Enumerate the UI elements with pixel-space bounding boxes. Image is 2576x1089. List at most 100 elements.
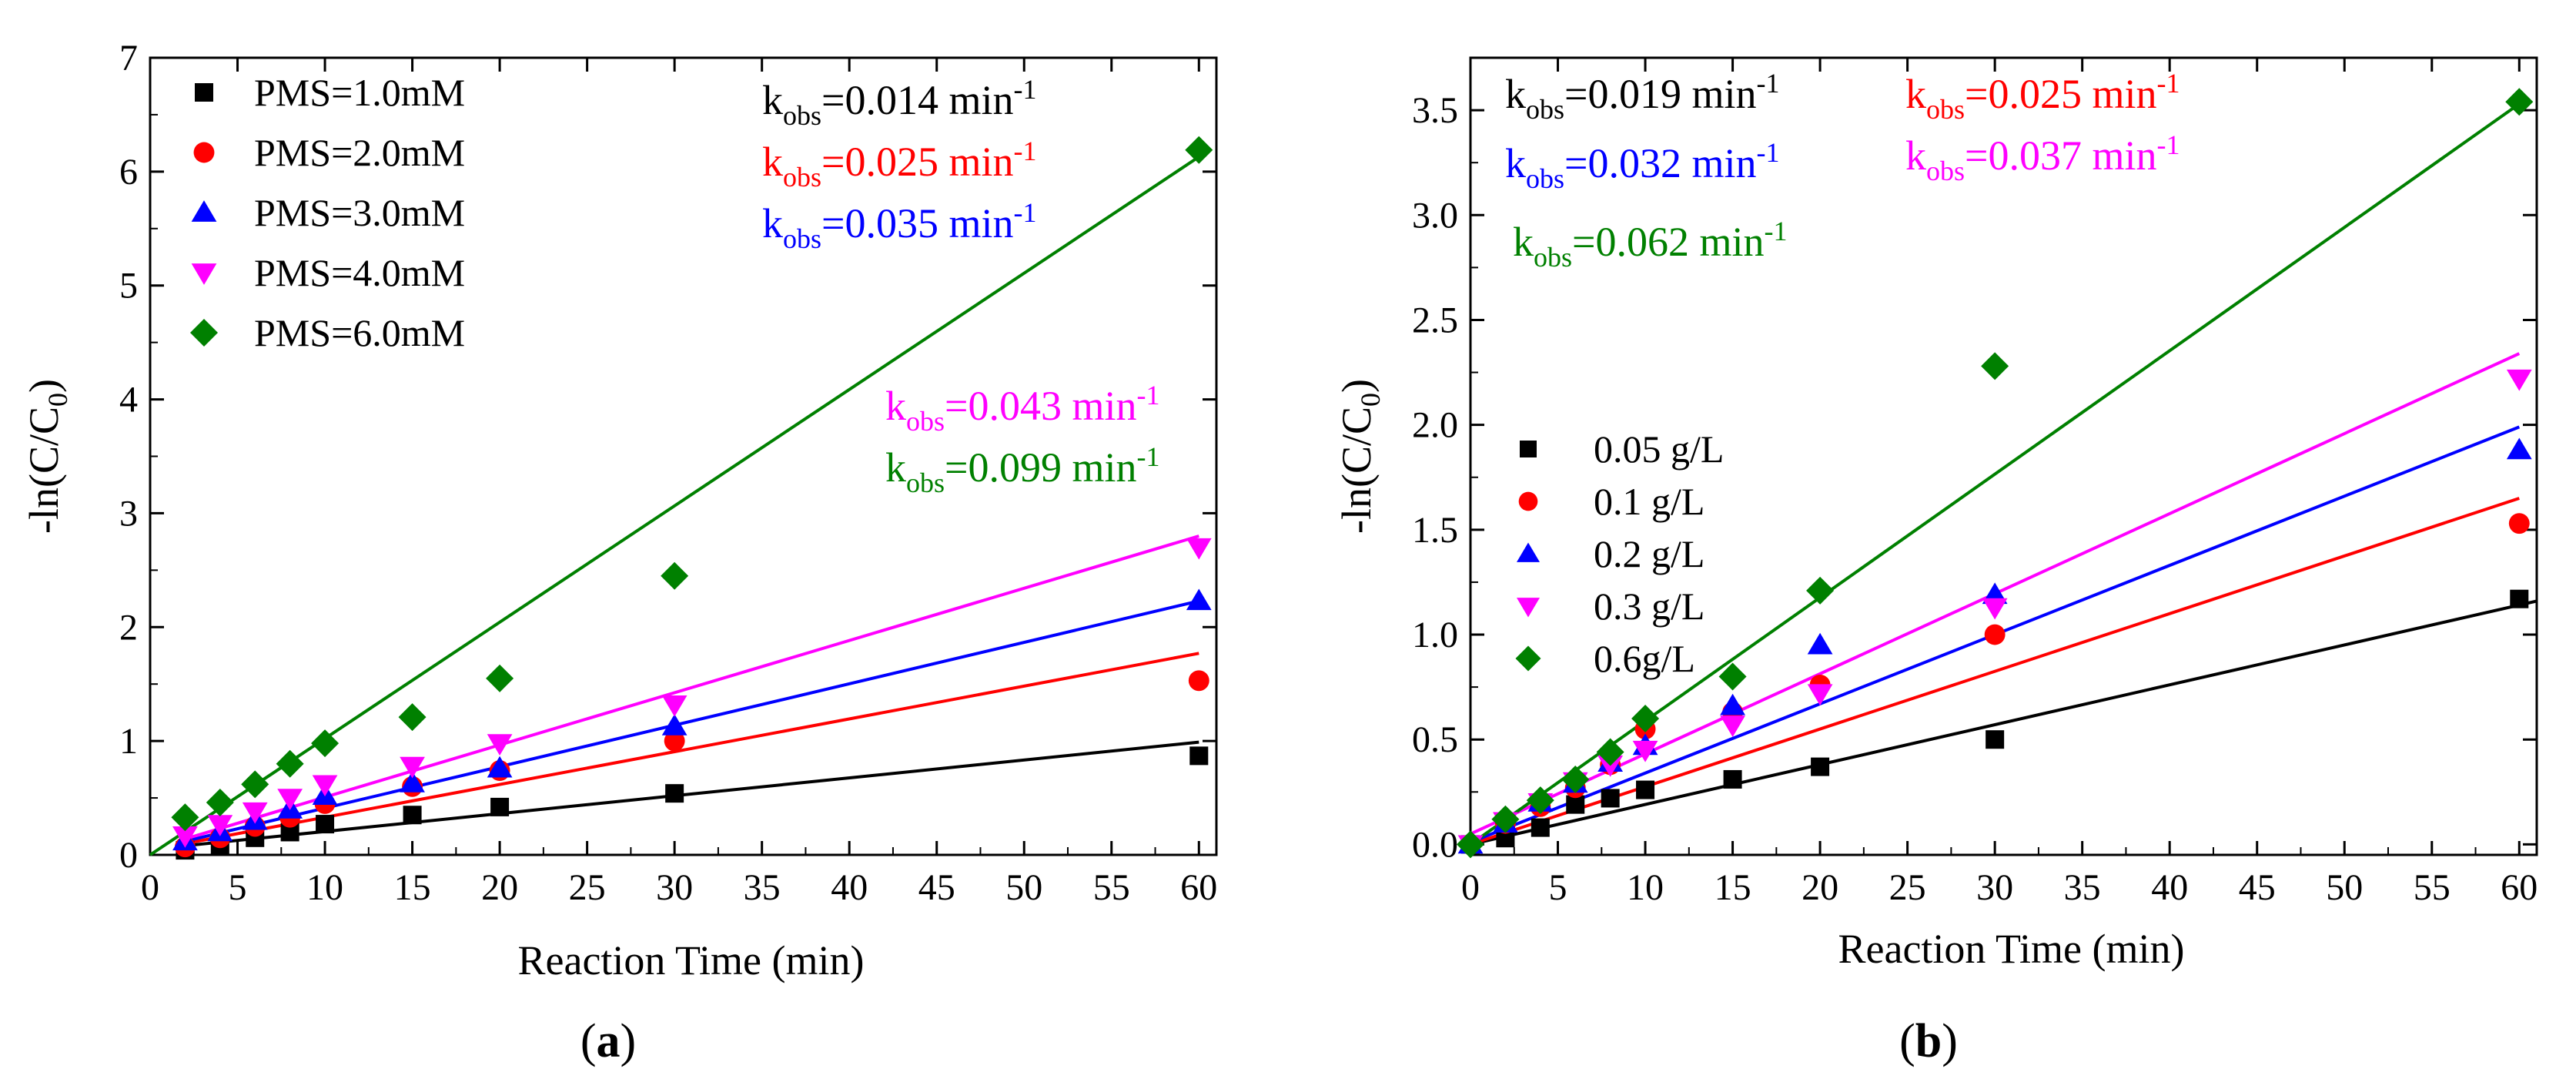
data-point	[312, 775, 338, 797]
x-tick-label: 40	[2151, 867, 2188, 908]
x-tick-label: 30	[656, 867, 693, 908]
x-tick-label: 35	[744, 867, 781, 908]
data-point	[1720, 693, 1745, 715]
data-point	[1807, 684, 1833, 706]
data-point	[398, 703, 427, 732]
data-point	[1981, 352, 2009, 380]
data-point	[2505, 88, 2534, 116]
data-point	[1720, 715, 1745, 737]
y-axis-label: -ln(C/C0)	[1333, 379, 1386, 534]
data-point	[2506, 369, 2532, 391]
data-point	[665, 784, 684, 803]
data-point	[1596, 738, 1624, 766]
data-point	[171, 803, 199, 832]
fit-line-PMS1.0mM	[185, 740, 1199, 848]
y-tick-label: 7	[119, 38, 138, 79]
data-point	[1531, 818, 1550, 837]
data-point	[1636, 780, 1655, 799]
legend-marker	[191, 200, 217, 222]
rate-constant-annotation: kobs=0.025 min-1	[1905, 68, 2180, 125]
x-tick-label: 15	[394, 867, 431, 908]
data-point	[276, 749, 304, 778]
legend-label: 0.1 g/L	[1594, 480, 1705, 523]
legend-label: 0.05 g/L	[1594, 427, 1724, 471]
legend: PMS=1.0mM PMS=2.0mM PMS=3.0mM PMS=4.0mM PMS=…	[190, 71, 465, 354]
legend-marker	[191, 263, 217, 285]
data-point	[316, 815, 335, 834]
x-tick-label: 30	[1976, 867, 2013, 908]
y-tick-label: 2.0	[1412, 405, 1458, 446]
y-tick-label: 2	[119, 607, 138, 648]
x-tick-label: 10	[306, 867, 343, 908]
rate-constant-annotation: kobs=0.037 min-1	[1905, 129, 2180, 186]
x-tick-label: 55	[2414, 867, 2451, 908]
data-point	[1561, 765, 1590, 793]
x-tick-label: 50	[2326, 867, 2363, 908]
data-point	[2506, 437, 2532, 460]
data-point	[1986, 730, 2005, 749]
x-tick-label: 55	[1093, 867, 1130, 908]
data-point	[1189, 746, 1209, 766]
data-point	[241, 770, 269, 799]
x-tick-label: 15	[1715, 867, 1751, 908]
data-point	[1984, 624, 2006, 645]
data-point	[400, 756, 425, 779]
y-tick-label: 1.5	[1412, 510, 1458, 551]
y-tick-label: 2.5	[1412, 300, 1458, 340]
x-tick-label: 50	[1005, 867, 1042, 908]
y-tick-label: 5	[119, 266, 138, 307]
legend-marker	[1516, 542, 1541, 562]
legend-label: 0.3 g/L	[1594, 585, 1705, 628]
data-point	[311, 729, 340, 758]
legend-marker	[1520, 441, 1537, 457]
x-tick-label: 0	[1461, 867, 1480, 908]
y-axis-label-group: -ln(C/C0)	[21, 379, 73, 534]
data-point	[242, 802, 268, 824]
data-point	[1723, 769, 1742, 789]
data-point	[400, 771, 425, 792]
x-tick-label: 60	[2501, 867, 2538, 908]
legend-label: PMS=4.0mM	[254, 251, 465, 294]
data-point	[172, 826, 198, 848]
rate-constant-annotation: kobs=0.019 min-1	[1505, 68, 1779, 125]
data-point	[1188, 670, 1209, 692]
y-tick-label: 3.0	[1412, 195, 1458, 236]
data-point	[1806, 576, 1835, 605]
legend-label: PMS=6.0mM	[254, 311, 465, 354]
legend-marker	[193, 142, 215, 163]
x-tick-label: 5	[1549, 867, 1567, 908]
series-0.05gL	[1461, 589, 2529, 854]
data-point	[664, 730, 685, 752]
rate-constant-annotation: kobs=0.014 min-1	[762, 74, 1036, 131]
y-tick-label: 0	[119, 835, 138, 876]
y-axis-label-group: -ln(C/C0)	[1333, 379, 1386, 534]
data-point	[1601, 789, 1620, 808]
data-point	[1185, 136, 1213, 164]
series-PMS4.0mM	[172, 538, 1212, 848]
legend-label: PMS=1.0mM	[254, 71, 465, 114]
x-tick-label: 25	[569, 867, 606, 908]
data-point	[1631, 704, 1660, 732]
y-tick-label: 6	[119, 152, 138, 193]
data-point	[1491, 805, 1520, 833]
fit-line-PMS3.0mM	[184, 599, 1199, 843]
rate-constant-annotation: kobs=0.032 min-1	[1505, 137, 1779, 194]
y-tick-label: 4	[119, 380, 138, 421]
legend-label: PMS=2.0mM	[254, 131, 465, 174]
x-tick-label: 20	[481, 867, 518, 908]
legend-marker	[1518, 491, 1538, 511]
plot-frame	[1469, 56, 2538, 856]
data-point	[661, 561, 689, 590]
data-point	[207, 815, 233, 836]
data-point	[490, 797, 510, 816]
fit-line-PMS2.0mM	[185, 652, 1199, 846]
y-axis-label: -ln(C/C0)	[21, 379, 73, 534]
x-tick-label: 0	[141, 867, 159, 908]
chart-panel-b: 0 5 10 15 20 25 30 35 40 45 50 55 60 0.0 0.5 1.0 1.5 2.0 2…	[1333, 56, 2538, 1067]
data-point	[661, 695, 687, 717]
y-tick-label: 1	[119, 721, 138, 762]
rate-constant-annotation: kobs=0.062 min-1	[1513, 216, 1787, 273]
data-point	[1566, 795, 1585, 814]
data-point	[1457, 830, 1484, 859]
x-tick-label: 10	[1627, 867, 1664, 908]
